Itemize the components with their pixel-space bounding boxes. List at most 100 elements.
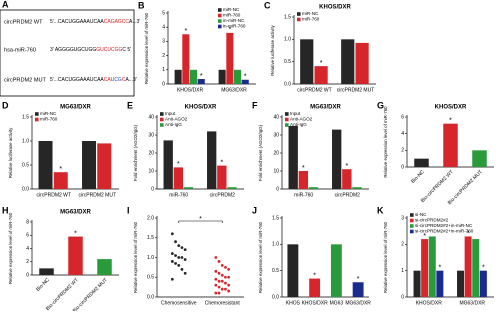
bar: [472, 150, 487, 167]
x-tick-label: KHOS/DXR: [177, 87, 204, 93]
bar: [472, 239, 480, 297]
bar: [288, 126, 298, 189]
bar: [352, 187, 362, 189]
bar: [341, 39, 355, 84]
panel-label: F: [252, 100, 258, 110]
significance-marker: *: [244, 74, 247, 81]
bar: [436, 270, 444, 297]
chart-title: KHOS/DXR: [185, 105, 217, 111]
y-tick-label: 0: [401, 294, 404, 300]
y-tick-label: 5: [162, 10, 165, 16]
y-tick-label: 4: [162, 25, 165, 31]
data-point: [224, 275, 227, 279]
data-point: [217, 285, 221, 289]
y-tick-label: 0.0: [147, 294, 154, 300]
legend-swatch: [35, 112, 39, 116]
significance-marker: *: [313, 272, 316, 279]
data-point: [174, 254, 177, 257]
x-tick-label: Chemosensitive: [161, 300, 197, 306]
x-tick-label: circPRDM2 MUT: [79, 192, 117, 198]
panel-label: I: [127, 205, 130, 215]
data-point: [180, 267, 184, 271]
significance-marker: *: [177, 161, 180, 168]
sequence-name: hsa-miR-760: [4, 47, 36, 53]
legend-swatch: [160, 117, 164, 122]
significance-bracket: [178, 220, 223, 223]
data-point: [224, 265, 227, 269]
significance-marker: *: [345, 163, 348, 170]
sequence-box: [0, 9, 135, 97]
y-tick-label: 0.5: [147, 275, 154, 281]
panel-label: B: [138, 0, 145, 10]
y-tick-label: 1.5: [284, 14, 291, 20]
legend-label: miR-760: [40, 117, 58, 122]
bar: [355, 42, 369, 84]
sequence-segment: CA: [104, 77, 112, 83]
legend-label: Input: [165, 111, 176, 116]
chart-title: KHOS/DXR: [435, 105, 467, 111]
significance-marker: *: [423, 233, 426, 240]
data-point: [180, 256, 184, 259]
x-tick-label: circPRDM2 WT: [37, 192, 71, 198]
bar: [300, 39, 314, 84]
y-tick-label: 30: [273, 132, 279, 138]
significance-marker: *: [184, 28, 187, 35]
legend-swatch: [160, 123, 164, 127]
panel-label: C: [264, 0, 271, 10]
y-tick-label: 40: [273, 114, 279, 120]
data-point: [227, 267, 231, 271]
bar: [38, 141, 53, 189]
sequence-name: circPRDM2 WT: [4, 19, 43, 25]
y-tick-label: 6: [401, 114, 404, 120]
bar: [298, 171, 309, 189]
x-tick-label: circPRDM2: [335, 192, 360, 198]
x-tick-label: miR-760: [294, 192, 313, 198]
y-axis-label: Relative expression level of miR-760: [258, 221, 263, 293]
legend-label: miR-760: [223, 13, 241, 18]
bar: [443, 123, 458, 167]
bar: [314, 66, 328, 84]
sequence-segment: UCG: [111, 77, 122, 83]
legend-label: Anti-AGO2: [165, 117, 188, 122]
legend-swatch: [410, 218, 414, 223]
bar: [330, 244, 342, 297]
y-axis-label: Relative luciferase activity: [8, 127, 13, 178]
legend-label: Anti-AGO2: [290, 117, 313, 122]
bar: [464, 236, 472, 297]
bar: [68, 236, 83, 275]
legend-swatch: [410, 224, 414, 228]
significance-marker: *: [302, 165, 305, 172]
y-tick-label: 1.5: [272, 215, 279, 221]
significance-marker: *: [220, 159, 223, 166]
significance-marker: *: [74, 230, 77, 237]
y-axis-label: Relative expression level of miR-760: [133, 221, 138, 293]
sequence-segment: 5'...CACUGGAAAUCAA: [50, 19, 104, 25]
bar: [39, 268, 54, 275]
sequence-segment: CAGAGCC: [104, 19, 130, 25]
bar: [174, 69, 182, 84]
data-point: [227, 275, 231, 279]
y-tick-label: 0.5: [284, 59, 291, 65]
legend-label: si-circPRDM2#2+in-miR-760: [415, 229, 474, 234]
bar: [428, 236, 436, 297]
y-tick-label: 8: [26, 219, 29, 225]
bar: [227, 187, 237, 189]
legend-label: si-circPRDM2#2: [415, 218, 449, 223]
y-tick-label: 3: [162, 39, 165, 45]
legend-swatch: [410, 213, 414, 217]
legend-label: si-NC: [415, 212, 427, 217]
data-point: [180, 246, 184, 250]
bar: [53, 172, 68, 189]
sequence-segment: C 5': [122, 47, 131, 53]
y-axis-label: Relative expression level of miR-760: [383, 106, 388, 178]
y-tick-label: 20: [273, 150, 279, 156]
sequence-name: circPRDM2 MUT: [4, 77, 47, 83]
y-tick-label: 0: [276, 186, 279, 192]
legend-label: Anti-IgG: [290, 122, 307, 127]
y-tick-label: 6: [26, 233, 29, 239]
x-tick-label: circPRDM2 MUT: [337, 87, 375, 93]
bar: [457, 270, 465, 297]
x-tick-label: KHOS/DXR: [416, 300, 443, 306]
significance-marker: *: [59, 166, 62, 173]
x-tick-label: Chemoresistant: [205, 300, 241, 306]
